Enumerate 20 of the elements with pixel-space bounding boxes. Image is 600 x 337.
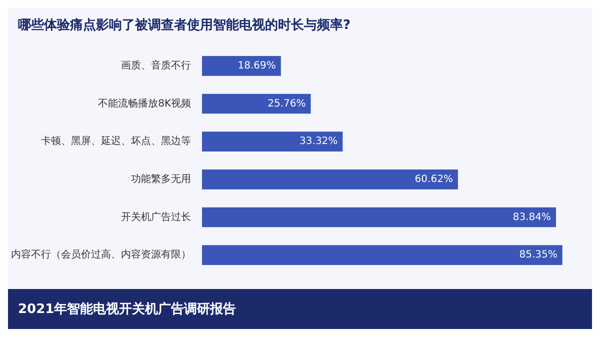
bar [202,169,458,190]
y-tick-label: 不能流畅播放8K视频 [98,97,191,110]
data-label: 25.76% [268,98,306,110]
data-label: 83.84% [512,212,551,223]
y-tick-label: 功能繁多无用 [131,173,191,186]
data-label: 33.32% [300,136,338,148]
bar [202,207,556,228]
bar [202,132,343,152]
y-tick-label: 画质、音质不行 [121,60,191,72]
chart-title: 哪些体验痛点影响了被调查者使用智能电视的时长与频率? [17,16,352,34]
text: 2021年智能电视开关机广告调研报告 [8,289,592,329]
data-label: 18.69% [238,60,276,72]
bar [202,94,311,114]
y-tick-label: 卡顿、黑屏、延迟、坏点、黑边等 [41,135,191,148]
y-tick-label: 开关机广告过长 [121,210,191,223]
data-label: 60.62% [414,174,453,186]
y-tick-label: 内容不行（会员价过高、内容资源有限） [11,248,191,261]
data-label: 85.35% [519,250,558,261]
bar [202,56,281,76]
bar [202,245,562,266]
